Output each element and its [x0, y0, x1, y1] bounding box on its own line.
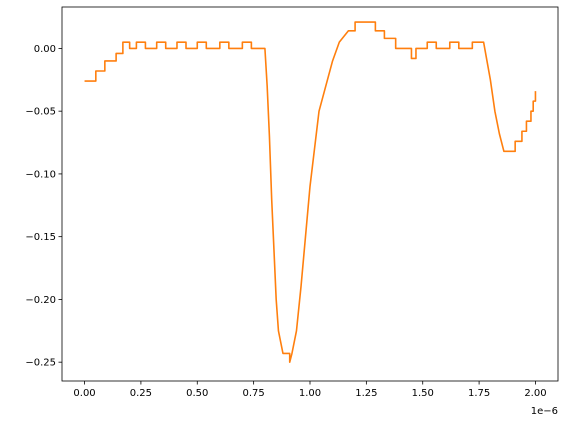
y-tick-label: −0.15: [25, 232, 56, 243]
x-tick-label: 1.25: [355, 388, 377, 399]
series-line: [84, 21, 537, 363]
y-tick-label: −0.10: [25, 169, 56, 180]
x-tick-label: 0.50: [186, 388, 208, 399]
y-tick-label: −0.20: [25, 295, 56, 306]
y-tick-label: 0.00: [34, 44, 56, 55]
x-tick-label: 1.50: [412, 388, 434, 399]
x-tick-label: 1.00: [299, 388, 321, 399]
x-tick-label: 0.25: [130, 388, 152, 399]
x-axis-offset-label: 1e−6: [531, 406, 558, 417]
x-tick-label: 1.75: [468, 388, 490, 399]
x-tick-label: 0.75: [243, 388, 265, 399]
x-axis: 0.00 0.25 0.50 0.75 1.00 1.25 1.50 1.75 2.00: [73, 381, 547, 399]
y-tick-label: −0.05: [25, 107, 56, 118]
y-axis: 0.00 −0.05 −0.10 −0.15 −0.20 −0.25: [25, 44, 62, 369]
y-tick-label: −0.25: [25, 358, 56, 369]
x-tick-label: 0.00: [73, 388, 95, 399]
plot-area: [84, 21, 537, 363]
x-tick-label: 2.00: [524, 388, 546, 399]
